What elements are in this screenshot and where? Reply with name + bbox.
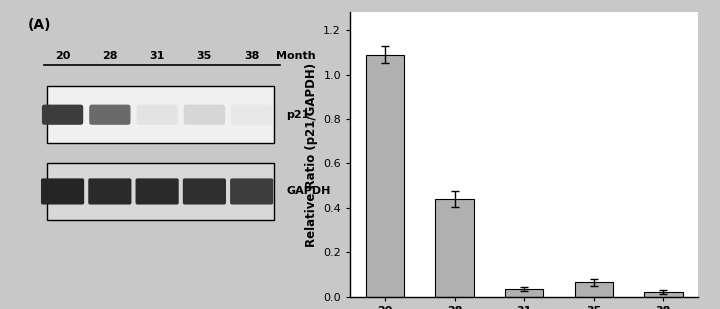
- Text: 20: 20: [55, 51, 71, 61]
- FancyBboxPatch shape: [89, 178, 132, 205]
- Bar: [575, 282, 613, 297]
- Text: Month: Month: [276, 51, 315, 61]
- FancyBboxPatch shape: [231, 105, 272, 125]
- FancyBboxPatch shape: [42, 105, 84, 125]
- FancyBboxPatch shape: [135, 178, 179, 205]
- Bar: [47, 86, 274, 143]
- FancyBboxPatch shape: [184, 105, 225, 125]
- Text: 35: 35: [197, 51, 212, 61]
- Text: 31: 31: [150, 51, 165, 61]
- Bar: [366, 55, 404, 297]
- Text: p21: p21: [287, 110, 310, 120]
- Bar: [436, 199, 474, 297]
- Text: 38: 38: [244, 51, 259, 61]
- Bar: [644, 292, 683, 297]
- FancyBboxPatch shape: [137, 105, 178, 125]
- Text: (A): (A): [28, 18, 51, 32]
- FancyBboxPatch shape: [41, 178, 84, 205]
- Y-axis label: Relative Ratio (p21/GAPDH): Relative Ratio (p21/GAPDH): [305, 62, 318, 247]
- Text: GAPDH: GAPDH: [287, 186, 330, 197]
- FancyBboxPatch shape: [230, 178, 274, 205]
- Text: 28: 28: [102, 51, 117, 61]
- FancyBboxPatch shape: [89, 105, 130, 125]
- FancyBboxPatch shape: [183, 178, 226, 205]
- Bar: [47, 163, 274, 220]
- Bar: [505, 289, 544, 297]
